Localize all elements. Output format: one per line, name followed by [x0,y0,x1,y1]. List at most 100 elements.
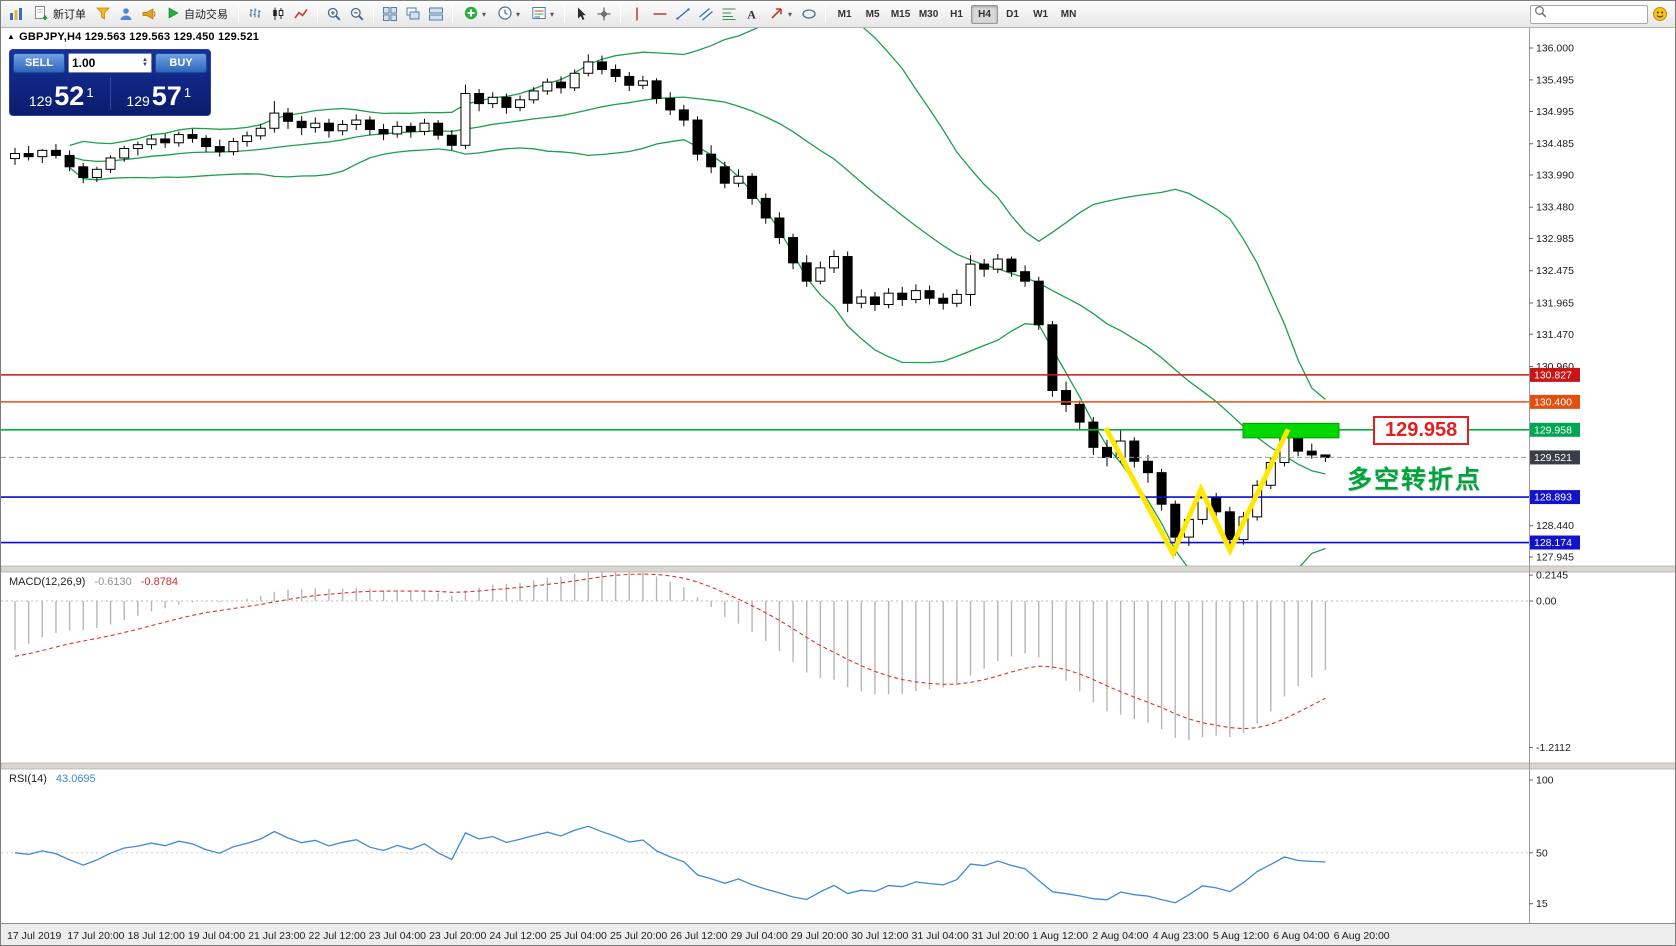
timeframe-m5[interactable]: M5 [865,8,880,20]
spin-up-icon[interactable]: ▲ [142,57,148,63]
sell-button[interactable]: SELL [13,53,65,73]
time-tick-label: 6 Aug 20:00 [1334,930,1390,942]
timeframe-mn[interactable]: MN [1060,8,1077,20]
price-tag [1530,394,1580,409]
chart-symbol-info: ▲ GBPJPY,H4 129.563 129.563 129.450 129.5… [7,31,259,43]
fibonacci-tool-icon[interactable] [718,3,740,25]
toolbar-separator [238,5,239,23]
line-chart-icon[interactable] [290,3,312,25]
rsi-name: RSI(14) [9,773,47,785]
zigzag-drawing[interactable] [1103,426,1291,560]
time-tick-label: 23 Jul 20:00 [429,930,486,942]
timeframe-m30[interactable]: M30 [918,8,939,20]
time-tick-label: 6 Aug 04:00 [1273,930,1329,942]
toolbar-separator [317,5,318,23]
svg-text:A: A [747,8,756,22]
vertical-line-tool-icon[interactable] [626,3,648,25]
time-tick-label: 4 Aug 23:00 [1153,930,1209,942]
crosshair-icon[interactable] [593,3,615,25]
volume-stepper[interactable]: 1.00 ▲ ▼ [68,53,152,73]
zoom-in-icon[interactable] [323,3,345,25]
arrows-tool-button[interactable]: ▾ [764,3,797,25]
main-toolbar: 新订单 自动交易 [1,1,1675,28]
timeframe-h4[interactable]: H4 [971,4,999,24]
volume-value[interactable]: 1.00 [72,56,96,70]
market-watch-icon[interactable] [92,3,114,25]
timeframe-w1[interactable]: W1 [1033,8,1049,20]
time-tick-label: 31 Jul 20:00 [972,930,1029,942]
shapes-tool-icon[interactable] [798,3,820,25]
autotrading-play-icon [166,6,180,23]
time-tick-label: 29 Jul 20:00 [791,930,848,942]
timeframe-d1[interactable]: D1 [1006,8,1019,20]
alerts-icon[interactable] [138,3,160,25]
timeframe-m15[interactable]: M15 [890,8,911,20]
panel-separator[interactable] [1,565,1676,573]
macd-signal-line [14,573,1326,730]
macd-main-value: -0.6130 [94,576,132,588]
text-tool-icon[interactable]: A [741,3,763,25]
buy-button[interactable]: BUY [155,53,207,73]
autotrading-button[interactable]: 自动交易 [161,3,233,25]
buy-price-display[interactable]: 129 57 1 [111,75,208,112]
periods-clock-icon [497,5,513,24]
trendline-tool-icon[interactable] [672,3,694,25]
arrow-tool-icon [769,5,785,24]
price-tag-text: 129.521 [1534,452,1572,464]
volume-spin-buttons[interactable]: ▲ ▼ [142,57,148,68]
periods-button[interactable]: ▾ [492,3,525,25]
search-input[interactable] [1550,8,1636,20]
time-tick-label: 29 Jul 04:00 [731,930,788,942]
highlight-rectangle[interactable] [1242,422,1340,439]
spin-down-icon[interactable]: ▼ [142,62,148,68]
time-axis: 17 Jul 2019 17 Jul 20:00 18 Jul 12:00 19 Ju… [7,930,1390,942]
candlestick-chart-icon[interactable] [267,3,289,25]
price-axis: 136.000 135.495 134.995 134.485 133.990 133.4… [1529,43,1580,910]
new-order-button[interactable]: 新订单 [28,3,91,25]
tile-horizontal-icon[interactable] [425,3,447,25]
macd-scale-label: -1.2112 [1536,742,1571,754]
templates-button[interactable]: ▾ [526,3,559,25]
time-tick-label: 18 Jul 12:00 [128,930,185,942]
price-tag-text: 128.893 [1534,492,1572,504]
macd-histogram [1,572,1529,741]
rsi-line [14,825,1326,904]
price-tag [1530,450,1580,465]
price-tag-text: 130.827 [1534,369,1572,381]
bollinger-bands [69,28,1326,566]
community-icon[interactable] [1649,3,1671,25]
tile-windows-icon[interactable] [379,3,401,25]
cursor-icon[interactable] [570,3,592,25]
sell-price-display[interactable]: 129 52 1 [13,75,110,112]
search-box[interactable] [1530,4,1648,24]
zoom-out-icon[interactable] [346,3,368,25]
turning-point-note[interactable]: 多空转折点 [1347,466,1483,494]
price-tag [1530,535,1580,550]
price-tick-label: 134.995 [1536,106,1574,118]
templates-icon [531,5,547,24]
panel-separator[interactable] [1,762,1676,770]
indicators-button[interactable]: ▾ [458,3,491,25]
price-divider [109,77,111,110]
candlestick-series [10,54,1331,556]
buy-price-pips: 57 [151,81,182,111]
price-tick-label: 134.485 [1536,138,1574,150]
chart-drawings[interactable] [1103,422,1340,560]
cascade-windows-icon[interactable] [402,3,424,25]
channel-tool-icon[interactable] [695,3,717,25]
rsi-scale-label: 15 [1536,898,1548,910]
new-order-label: 新订单 [53,9,86,21]
one-click-collapse-icon[interactable]: ▲ [7,32,16,41]
level-lines[interactable] [1,374,1529,544]
time-tick-label: 25 Jul 04:00 [550,930,607,942]
bar-chart-icon[interactable] [244,3,266,25]
timeframe-h1[interactable]: H1 [950,8,963,20]
profiles-icon[interactable] [115,3,137,25]
timeframe-m1[interactable]: M1 [837,8,852,20]
time-tick-label: 21 Jul 23:00 [248,930,305,942]
price-tag [1530,490,1580,505]
price-callout[interactable]: 129.958 [1373,416,1470,445]
price-tick-label: 132.475 [1536,265,1574,277]
horizontal-line-tool-icon[interactable] [649,3,671,25]
